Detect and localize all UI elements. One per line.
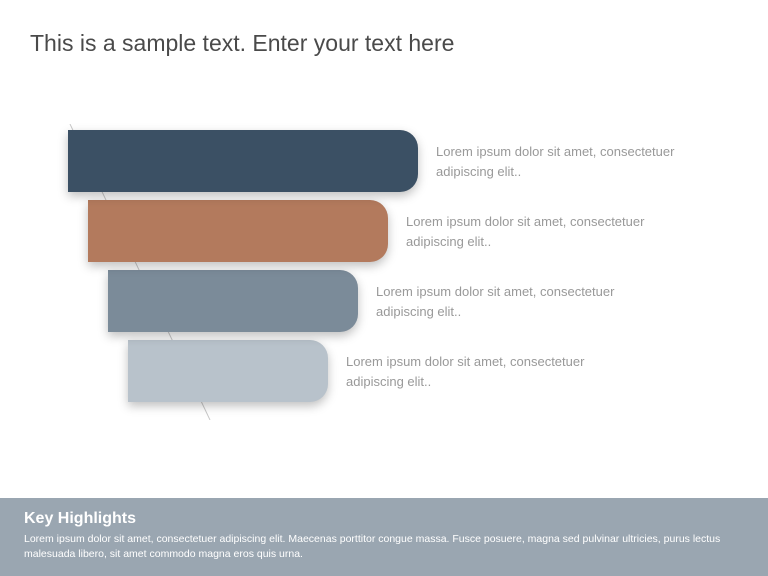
footer-bar: Key Highlights Lorem ipsum dolor sit ame… <box>0 498 768 576</box>
footer-text: Lorem ipsum dolor sit amet, consectetuer… <box>24 532 744 561</box>
stage-interest <box>128 340 328 402</box>
stage-desc-awarness: Lorem ipsum dolor sit amet, consectetuer… <box>406 212 686 251</box>
slide: This is a sample text. Enter your text h… <box>0 0 768 576</box>
funnel-diagram: CONSIDERATION Lorem ipsum dolor sit amet… <box>0 130 768 450</box>
page-title: This is a sample text. Enter your text h… <box>30 30 454 57</box>
stage-purchase <box>108 270 358 332</box>
stage-desc-consideration: Lorem ipsum dolor sit amet, consectetuer… <box>436 142 716 181</box>
stage-awarness <box>88 200 388 262</box>
stage-consideration <box>68 130 418 192</box>
house-percent-icon <box>96 354 128 386</box>
stage-desc-interest: Lorem ipsum dolor sit amet, consectetuer… <box>346 352 626 391</box>
stage-desc-purchase: Lorem ipsum dolor sit amet, consectetuer… <box>376 282 656 321</box>
footer-title: Key Highlights <box>24 510 744 528</box>
